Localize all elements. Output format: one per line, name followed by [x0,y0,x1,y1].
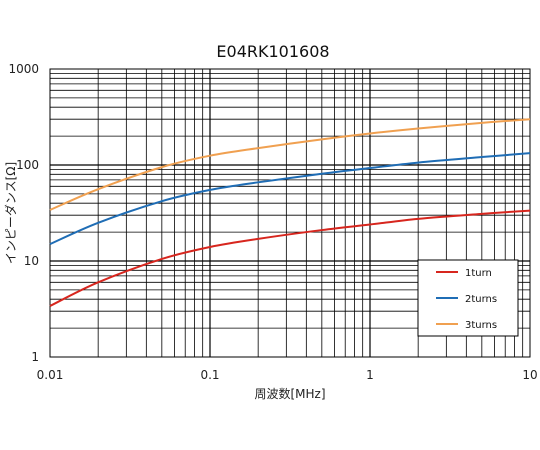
series-line-3turns [49,118,531,211]
legend-label-1turn: 1turn [465,268,492,279]
series-line-2turns [49,152,531,246]
legend-label-2turns: 2turns [465,294,497,305]
x-tick-label: 0.01 [37,368,64,382]
legend-label-3turns: 3turns [465,320,497,331]
x-axis-label: 周波数[MHz] [254,386,325,401]
x-tick-label: 1 [366,368,374,382]
y-tick-label: 10 [24,254,39,268]
series-line-1turn [49,209,531,307]
chart-title: E04RK101608 [216,42,329,61]
y-axis-label: インピーダンス[Ω] [3,162,18,264]
legend-box [417,259,519,337]
y-tick-label: 1000 [8,62,39,76]
legend: 1turn 2turns 3turns [417,259,519,337]
y-tick-label: 1 [31,350,39,364]
series-group [49,118,531,307]
x-tick-label: 0.1 [200,368,219,382]
x-tick-label: 10 [522,368,537,382]
plot-frame [49,68,531,358]
y-tick-label: 100 [16,158,39,172]
tick-labels: 0.01 0.1 1 10 1 10 100 1000 [8,62,537,382]
